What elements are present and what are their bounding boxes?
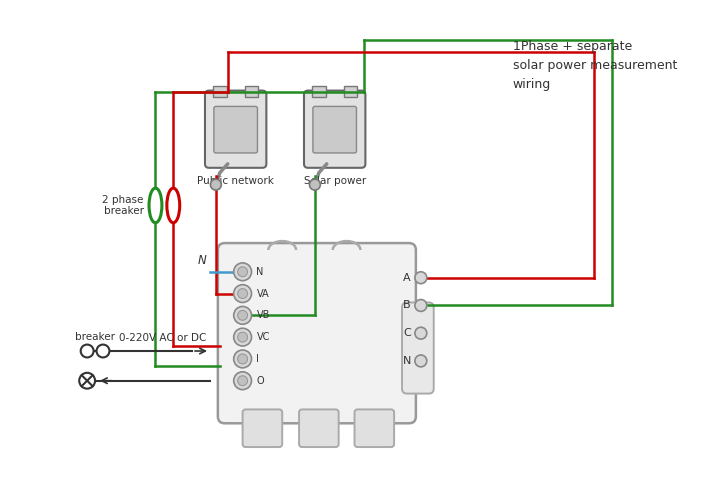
Circle shape bbox=[96, 344, 109, 358]
Text: N: N bbox=[403, 356, 411, 366]
FancyBboxPatch shape bbox=[402, 302, 433, 394]
Text: N: N bbox=[197, 254, 206, 267]
Ellipse shape bbox=[167, 188, 180, 223]
Text: VA: VA bbox=[256, 288, 269, 298]
Text: Solar power: Solar power bbox=[304, 176, 366, 186]
FancyBboxPatch shape bbox=[299, 410, 338, 447]
FancyBboxPatch shape bbox=[313, 106, 356, 153]
FancyBboxPatch shape bbox=[304, 90, 365, 168]
FancyBboxPatch shape bbox=[214, 106, 258, 153]
FancyBboxPatch shape bbox=[312, 86, 325, 96]
Circle shape bbox=[238, 376, 248, 386]
Text: 1Phase + separate
solar power measurement
wiring: 1Phase + separate solar power measuremen… bbox=[513, 40, 678, 91]
FancyBboxPatch shape bbox=[205, 90, 266, 168]
Circle shape bbox=[234, 306, 251, 324]
Circle shape bbox=[238, 332, 248, 342]
Text: N: N bbox=[256, 267, 264, 277]
FancyBboxPatch shape bbox=[354, 410, 394, 447]
FancyBboxPatch shape bbox=[213, 86, 227, 96]
Text: Public network: Public network bbox=[197, 176, 274, 186]
Circle shape bbox=[415, 272, 427, 283]
Text: 2 phase
breaker: 2 phase breaker bbox=[102, 194, 143, 216]
FancyBboxPatch shape bbox=[218, 243, 416, 424]
Text: B: B bbox=[403, 300, 410, 310]
Circle shape bbox=[415, 300, 427, 312]
Text: 0-220V AC or DC: 0-220V AC or DC bbox=[119, 333, 206, 343]
Circle shape bbox=[234, 350, 251, 368]
Text: breaker: breaker bbox=[75, 332, 115, 342]
Circle shape bbox=[79, 373, 95, 388]
Circle shape bbox=[210, 179, 221, 190]
Circle shape bbox=[234, 263, 251, 280]
Circle shape bbox=[310, 179, 320, 190]
Text: VB: VB bbox=[256, 310, 270, 320]
Text: C: C bbox=[403, 328, 411, 338]
Circle shape bbox=[234, 328, 251, 346]
Circle shape bbox=[81, 344, 94, 358]
FancyBboxPatch shape bbox=[245, 86, 258, 96]
Text: O: O bbox=[256, 376, 264, 386]
Circle shape bbox=[238, 354, 248, 364]
Circle shape bbox=[238, 310, 248, 320]
Circle shape bbox=[234, 284, 251, 302]
Text: A: A bbox=[403, 272, 410, 282]
Circle shape bbox=[415, 327, 427, 339]
Circle shape bbox=[415, 355, 427, 367]
Text: VC: VC bbox=[256, 332, 270, 342]
Circle shape bbox=[238, 267, 248, 276]
Ellipse shape bbox=[149, 188, 162, 223]
FancyBboxPatch shape bbox=[243, 410, 282, 447]
Circle shape bbox=[238, 288, 248, 298]
Circle shape bbox=[234, 372, 251, 390]
FancyBboxPatch shape bbox=[343, 86, 357, 96]
Text: I: I bbox=[256, 354, 259, 364]
